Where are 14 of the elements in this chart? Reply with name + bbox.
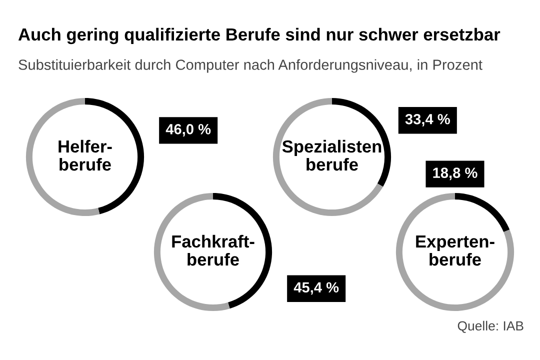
donut-slice [396, 192, 514, 312]
source-note: Quelle: IAB [458, 320, 524, 333]
text: Auch gering qualifizierte Berufe sind nur schwer ersetzbar [18, 28, 500, 44]
donut-slice [455, 192, 510, 232]
text: Helfer- berufe [58, 140, 112, 171]
data-label: 46,0 % [166, 124, 211, 136]
text: Fachkraft- berufe [172, 234, 254, 266]
text: Spezialisten berufe [282, 140, 382, 171]
data-label: 45,4 % [294, 282, 339, 295]
donut-slice [272, 98, 384, 216]
text: Experten- berufe [416, 236, 494, 266]
data-label: 18,8 % [433, 168, 478, 180]
text: Substituierbarkeit durch Computer nach Anforderungsniveau, in Prozent [18, 59, 482, 73]
data-label: 33,4 % [405, 114, 450, 126]
